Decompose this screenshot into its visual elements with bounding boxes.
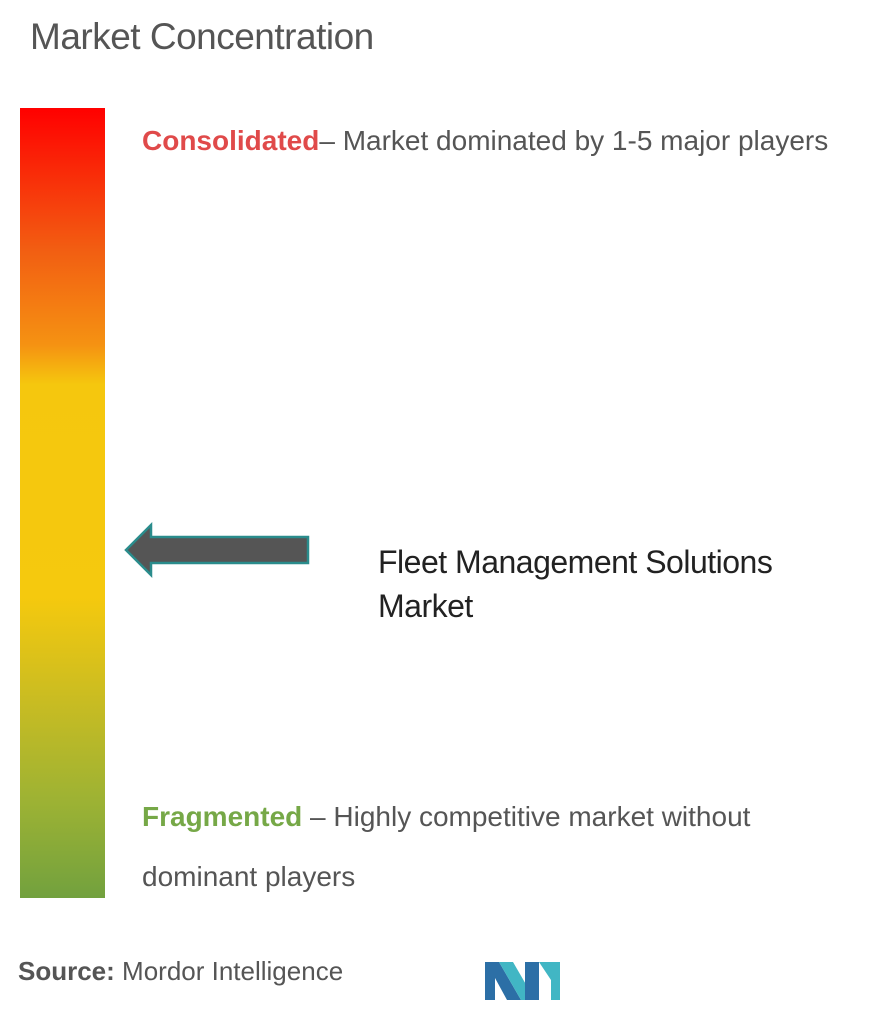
market-name-label: Fleet Management Solutions Market	[378, 544, 773, 624]
source-label: Source:	[18, 956, 115, 986]
fragmented-text: – Highly competitive market without domi…	[142, 801, 751, 892]
concentration-gradient-bar	[20, 108, 105, 898]
market-position-arrow-icon	[124, 521, 310, 579]
chart-title: Market Concentration	[30, 16, 374, 57]
fragmented-label: Fragmented	[142, 801, 303, 832]
mordor-intelligence-logo-icon	[485, 962, 560, 1000]
consolidated-text: – Market dominated by 1-5 major players	[319, 125, 829, 156]
consolidated-label: Consolidated	[142, 125, 320, 156]
consolidated-description: Consolidated– Market dominated by 1-5 ma…	[142, 111, 842, 171]
source-value: Mordor Intelligence	[114, 956, 344, 986]
source-line: Source: Mordor Intelligence	[18, 956, 343, 987]
fragmented-description: Fragmented – Highly competitive market w…	[142, 787, 842, 907]
